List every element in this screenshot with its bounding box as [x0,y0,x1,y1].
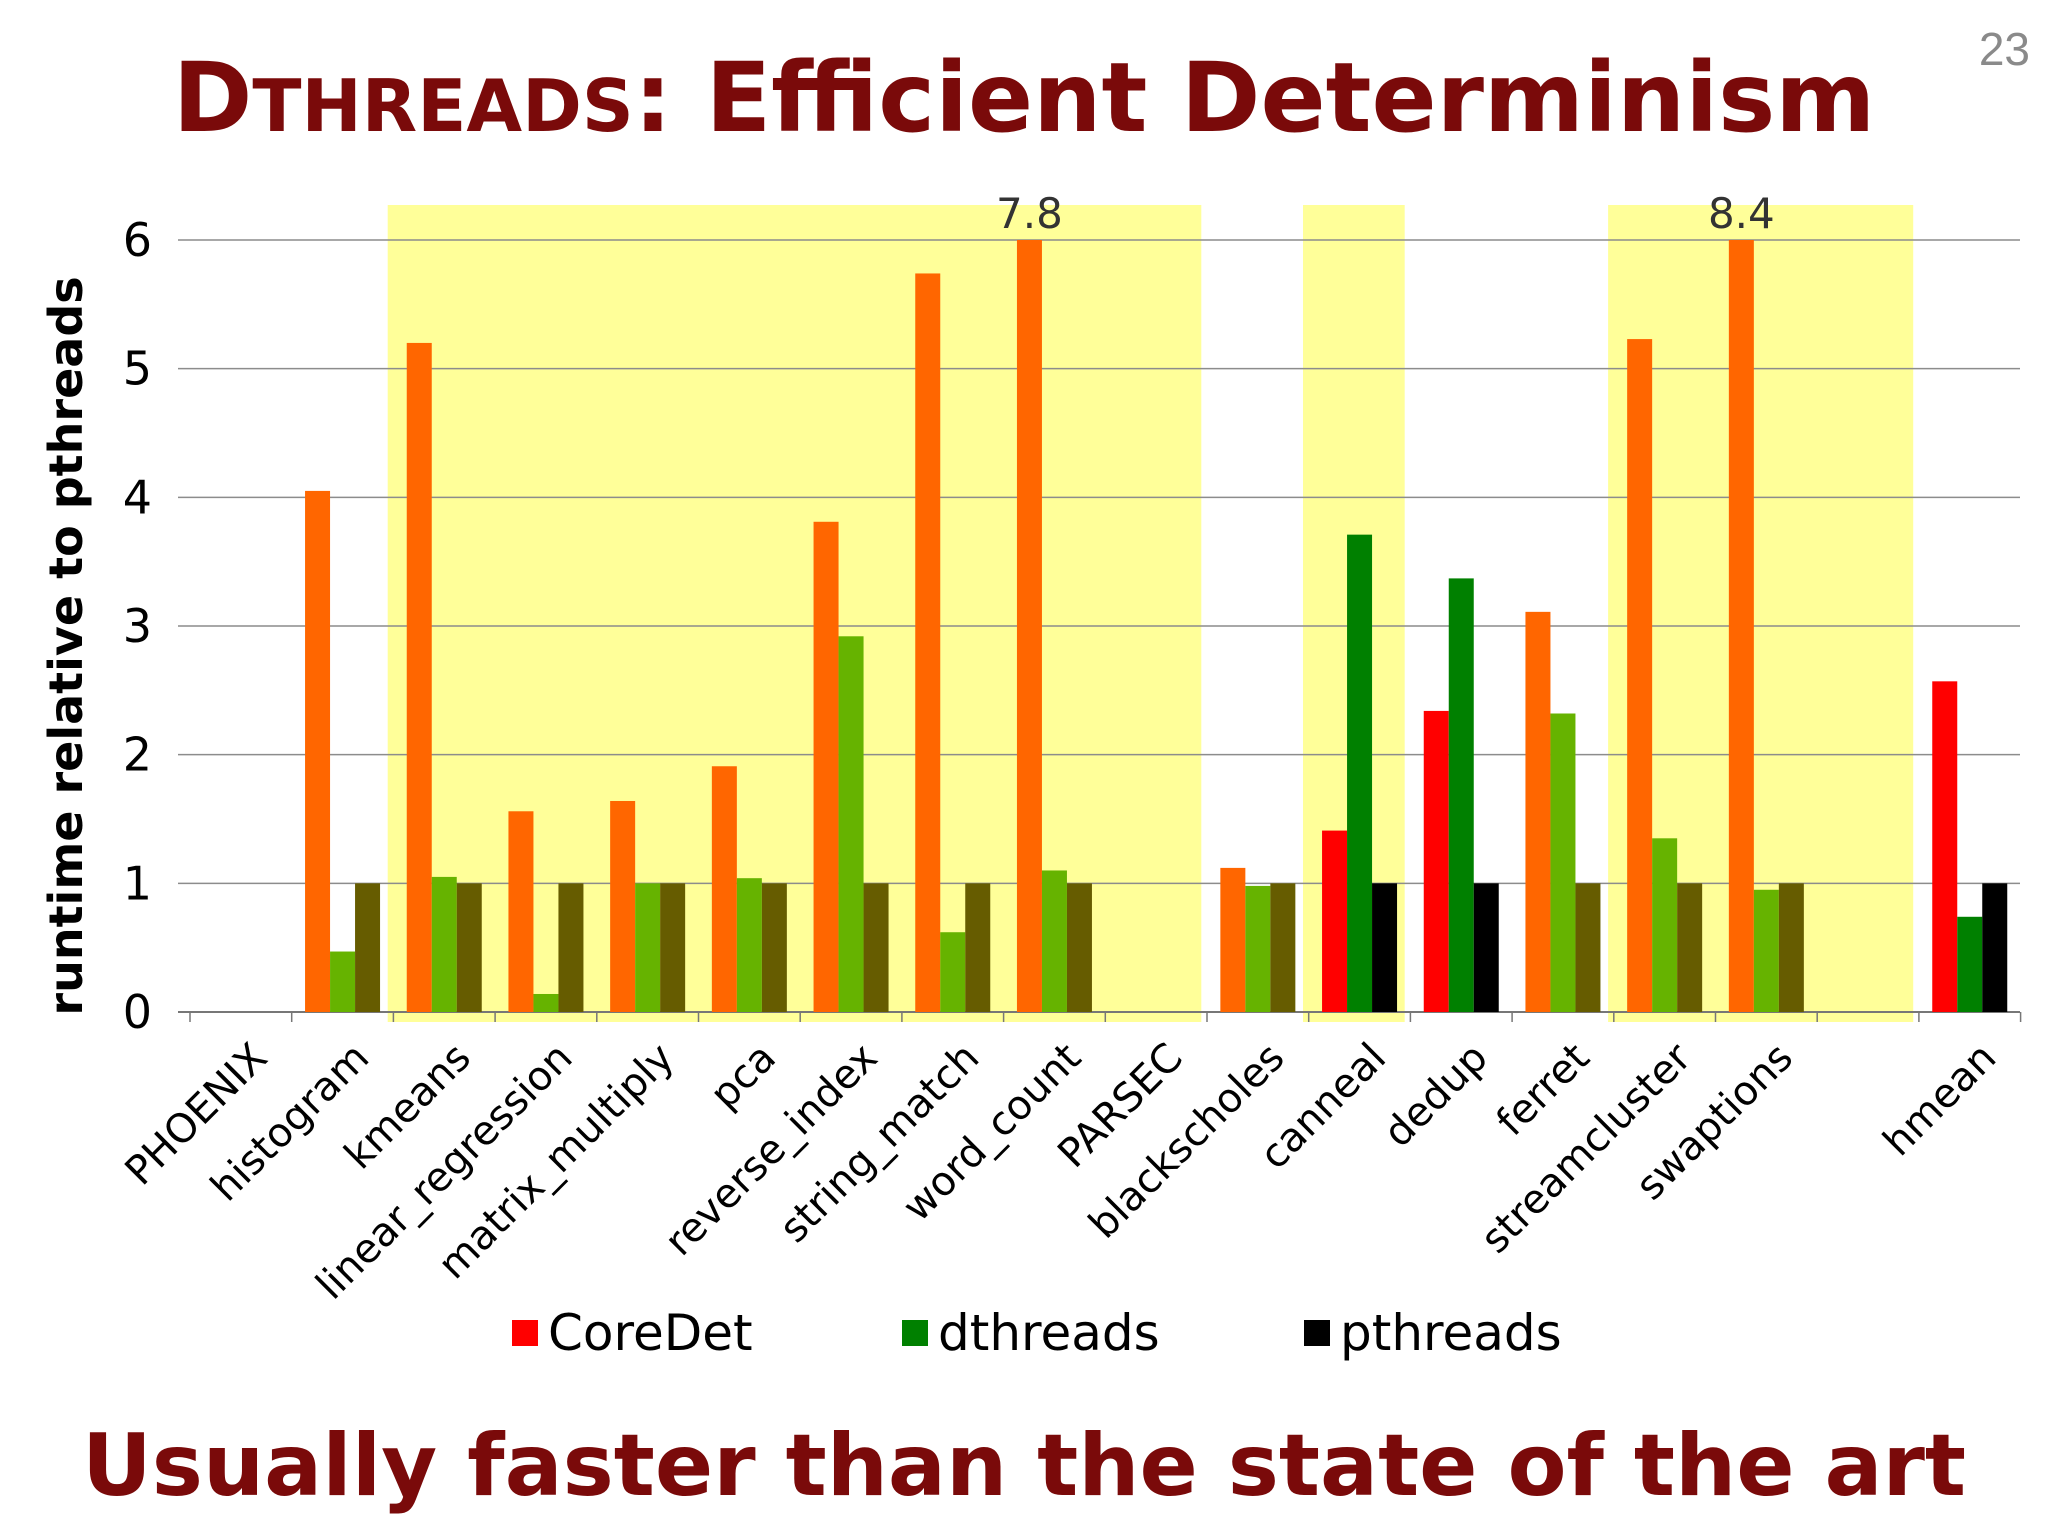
legend-label-dthreads: dthreads [938,1304,1160,1362]
bar-pthreads-hmean [1982,883,2008,1012]
bar-dthreads-hmean [1957,916,1983,1012]
bar-coredet-word-count [1016,240,1042,1012]
bar-pthreads-streamcluster [1677,883,1703,1012]
slide-title: DTHREADS: Efficient Determinism [0,42,2048,154]
chart-legend: CoreDet dthreads pthreads [0,1304,2048,1364]
bar-coredet-hmean [1932,681,1958,1012]
legend-label-pthreads: pthreads [1340,1304,1562,1362]
bar-dthreads-linear-regression [533,993,559,1012]
x-tick-label-hmean: hmean [1875,1035,2006,1166]
bar-pthreads-pca [761,883,787,1012]
y-tick-label: 0 [123,985,152,1039]
bar-dthreads-string-match [940,932,966,1012]
bar-dthreads-streamcluster [1652,838,1678,1012]
bar-coredet-swaptions [1728,240,1754,1012]
legend-swatch-coredet [512,1320,538,1346]
bar-annotation-swaptions: 8.4 [1708,189,1775,238]
legend-swatch-dthreads [902,1320,928,1346]
bar-pthreads-linear-regression [558,883,584,1012]
bar-dthreads-blackscholes [1245,885,1271,1012]
bar-coredet-string-match [915,273,941,1012]
y-tick-label: 2 [123,728,152,782]
bar-coredet-streamcluster [1627,339,1653,1012]
y-tick-label: 6 [123,213,152,267]
bar-pthreads-histogram [355,883,381,1012]
bar-pthreads-string-match [965,883,991,1012]
bar-dthreads-ferret [1550,713,1576,1012]
bar-pthreads-matrix-multiply [660,883,686,1012]
bar-pthreads-word-count [1066,883,1092,1012]
bar-coredet-matrix-multiply [610,800,636,1012]
y-tick-label: 1 [123,856,152,910]
bar-coredet-ferret [1525,611,1551,1012]
bar-pthreads-swaptions [1778,883,1804,1012]
bar-dthreads-canneal [1347,534,1373,1012]
bar-dthreads-word-count [1041,870,1067,1012]
x-tick-label-dedup: dedup [1375,1035,1497,1157]
y-axis-title: runtime relative to pthreads [39,276,93,1015]
bar-dthreads-dedup [1448,578,1474,1012]
y-tick-label: 3 [123,599,152,653]
bar-dthreads-swaptions [1753,889,1779,1012]
bar-pthreads-ferret [1575,883,1601,1012]
title-rest: : Efficient Determinism [633,42,1876,154]
bar-pthreads-canneal [1372,883,1398,1012]
footer-tagline: Usually faster than the state of the art [81,1416,1967,1516]
title-smallcaps: THREADS [252,64,634,148]
x-tick-label-pca: pca [702,1035,785,1118]
legend-label-coredet: CoreDet [548,1304,753,1362]
y-tick-label: 4 [123,470,152,524]
bar-dthreads-reverse-index [838,636,864,1012]
bar-dthreads-pca [736,878,762,1012]
title-first-letter: D [172,42,253,154]
bar-coredet-dedup [1423,710,1449,1012]
legend-swatch-pthreads [1304,1320,1330,1346]
legend-item-dthreads: dthreads [902,1304,1160,1362]
bar-coredet-kmeans [406,342,432,1012]
legend-item-pthreads: pthreads [1304,1304,1562,1362]
bar-annotation-word-count: 7.8 [996,189,1063,238]
bar-coredet-canneal [1322,830,1348,1012]
y-tick-label: 5 [123,342,152,396]
bar-coredet-pca [711,766,737,1012]
bar-dthreads-kmeans [431,876,457,1012]
bar-pthreads-reverse-index [863,883,889,1012]
bar-coredet-linear-regression [508,811,534,1012]
bar-coredet-blackscholes [1220,867,1246,1012]
bar-pthreads-kmeans [456,883,482,1012]
slide-number: 23 [1978,23,2030,75]
bar-coredet-reverse-index [813,521,839,1012]
bar-dthreads-matrix-multiply [635,883,661,1012]
bar-pthreads-dedup [1473,883,1499,1012]
bar-dthreads-histogram [330,951,356,1012]
bar-coredet-histogram [305,490,331,1012]
bar-pthreads-blackscholes [1270,883,1296,1012]
legend-item-coredet: CoreDet [512,1304,753,1362]
